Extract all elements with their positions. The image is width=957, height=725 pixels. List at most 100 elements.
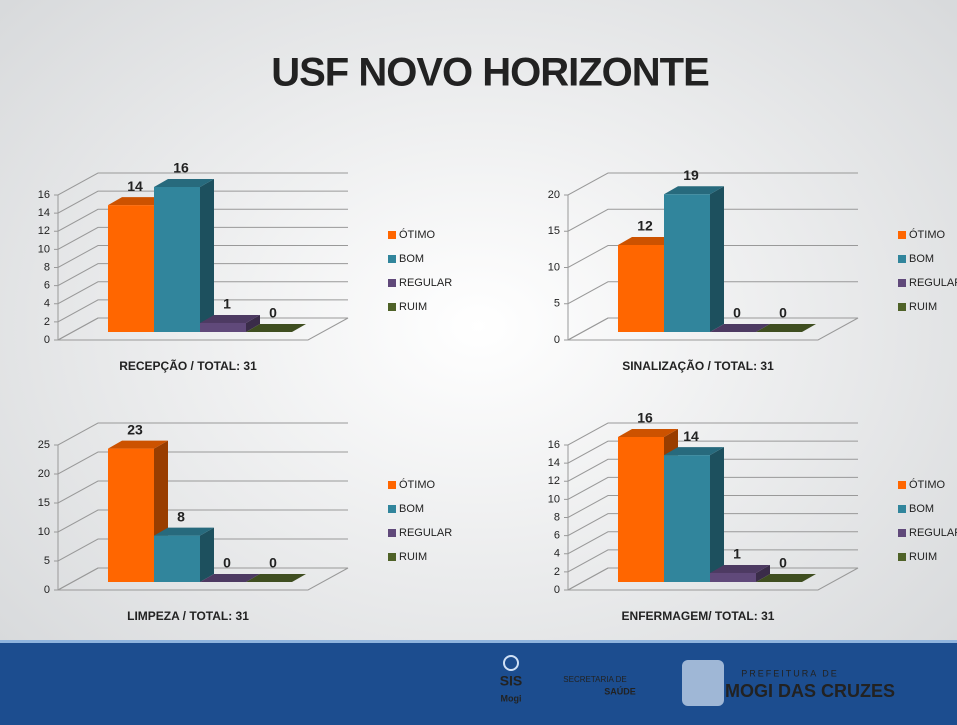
footer: SIS Mogi SECRETARIA DE SAÚDE PREFEITURA … [0, 640, 957, 725]
grid-line [54, 480, 348, 504]
bar-top [200, 574, 260, 582]
grid-line [564, 317, 858, 341]
y-tick-label: 10 [548, 493, 560, 505]
grid-line [54, 422, 348, 446]
chart: 0 5 10 15 20 25 23 ÓTIMO 8 BOM 0 REGULAR 0 RUIM LIMPEZ… [38, 421, 452, 623]
grid-line [54, 281, 348, 305]
legend-swatch [898, 231, 906, 239]
secretaria-text: SECRETARIA DE [563, 675, 626, 684]
grid-line [564, 495, 858, 518]
legend-label: REGULAR [399, 277, 452, 289]
value-label: 14 [683, 428, 699, 444]
legend-label: RUIM [909, 301, 937, 313]
y-tick-label: 0 [44, 584, 50, 596]
value-label: 8 [177, 508, 185, 524]
bar-top [664, 186, 724, 195]
bar [108, 448, 154, 582]
y-tick-label: 15 [548, 225, 560, 237]
bar-side [710, 447, 724, 582]
grid-line [54, 263, 348, 287]
legend-label: RUIM [399, 301, 427, 313]
chart-title: RECEPÇÃO / TOTAL: 31 [119, 358, 257, 373]
y-tick-label: 14 [38, 207, 50, 219]
legend-swatch [388, 553, 396, 561]
grid-line [564, 531, 858, 555]
value-label: 0 [779, 305, 787, 321]
grid-line [54, 172, 348, 196]
y-tick-label: 2 [554, 566, 560, 578]
y-tick-label: 6 [44, 280, 50, 292]
chart-title: LIMPEZA / TOTAL: 31 [127, 609, 249, 623]
y-tick-label: 5 [44, 555, 50, 567]
y-tick-label: 8 [554, 511, 560, 523]
value-label: 0 [269, 555, 277, 571]
value-label: 19 [683, 167, 699, 183]
legend-label: BOM [909, 503, 934, 515]
grid-line [564, 208, 858, 232]
legend-swatch [898, 505, 906, 513]
legend-label: RUIM [909, 551, 937, 563]
y-tick-label: 2 [44, 316, 50, 328]
bar-top [618, 429, 678, 437]
slide-title: USF NOVO HORIZONTE [271, 51, 709, 95]
y-tick-label: 15 [38, 497, 50, 509]
grid-line [564, 476, 858, 500]
bar [710, 572, 756, 582]
legend-swatch [388, 279, 396, 287]
y-tick-label: 12 [38, 225, 50, 237]
bar [664, 455, 710, 582]
bar-side [710, 186, 724, 332]
y-tick-label: 6 [554, 530, 560, 542]
bar-top [200, 314, 260, 323]
bar-top [154, 527, 214, 536]
legend-label: BOM [399, 503, 424, 515]
bar-top [710, 324, 770, 332]
bar [200, 322, 246, 332]
bar-top [108, 440, 168, 449]
value-label: 0 [269, 305, 277, 321]
city-text: MOGI DAS CRUZES [725, 681, 895, 701]
legend-swatch [898, 481, 906, 489]
legend-label: BOM [909, 253, 934, 265]
bar-side [200, 527, 214, 582]
value-label: 14 [127, 178, 143, 194]
bar [154, 535, 200, 582]
value-label: 16 [173, 160, 189, 176]
bar [618, 245, 664, 332]
y-tick-label: 20 [548, 189, 560, 201]
value-label: 16 [637, 410, 653, 426]
grid-line [564, 549, 858, 573]
legend-swatch [388, 529, 396, 537]
bar-side [200, 179, 214, 332]
y-tick-label: 8 [44, 261, 50, 273]
grid-line [54, 208, 348, 232]
legend-swatch [388, 481, 396, 489]
bar [154, 187, 200, 332]
grid-line [564, 172, 858, 196]
grid-line [54, 299, 348, 323]
bar-top [756, 574, 816, 582]
y-tick-label: 4 [554, 548, 560, 560]
y-tick-label: 10 [38, 243, 50, 255]
sis-mogi: Mogi [501, 693, 522, 703]
grid-line [564, 281, 858, 305]
grid-line [564, 513, 858, 537]
grid-line [54, 245, 348, 268]
grid-line [54, 538, 348, 562]
legend-label: REGULAR [399, 527, 452, 539]
legend-swatch [898, 303, 906, 311]
bar-side [246, 314, 260, 332]
saude-text: SAÚDE [604, 685, 636, 696]
bar-top [246, 324, 306, 332]
chart-title: ENFERMAGEM/ TOTAL: 31 [622, 609, 775, 623]
footer-line [0, 640, 957, 643]
city-crest [682, 660, 724, 706]
bar-top [664, 447, 724, 456]
value-label: 12 [637, 218, 653, 234]
value-label: 0 [779, 555, 787, 571]
bar [108, 205, 154, 332]
legend-label: ÓTIMO [909, 228, 945, 241]
value-label: 1 [223, 296, 231, 312]
y-tick-label: 4 [44, 298, 50, 310]
y-tick-label: 16 [38, 189, 50, 201]
